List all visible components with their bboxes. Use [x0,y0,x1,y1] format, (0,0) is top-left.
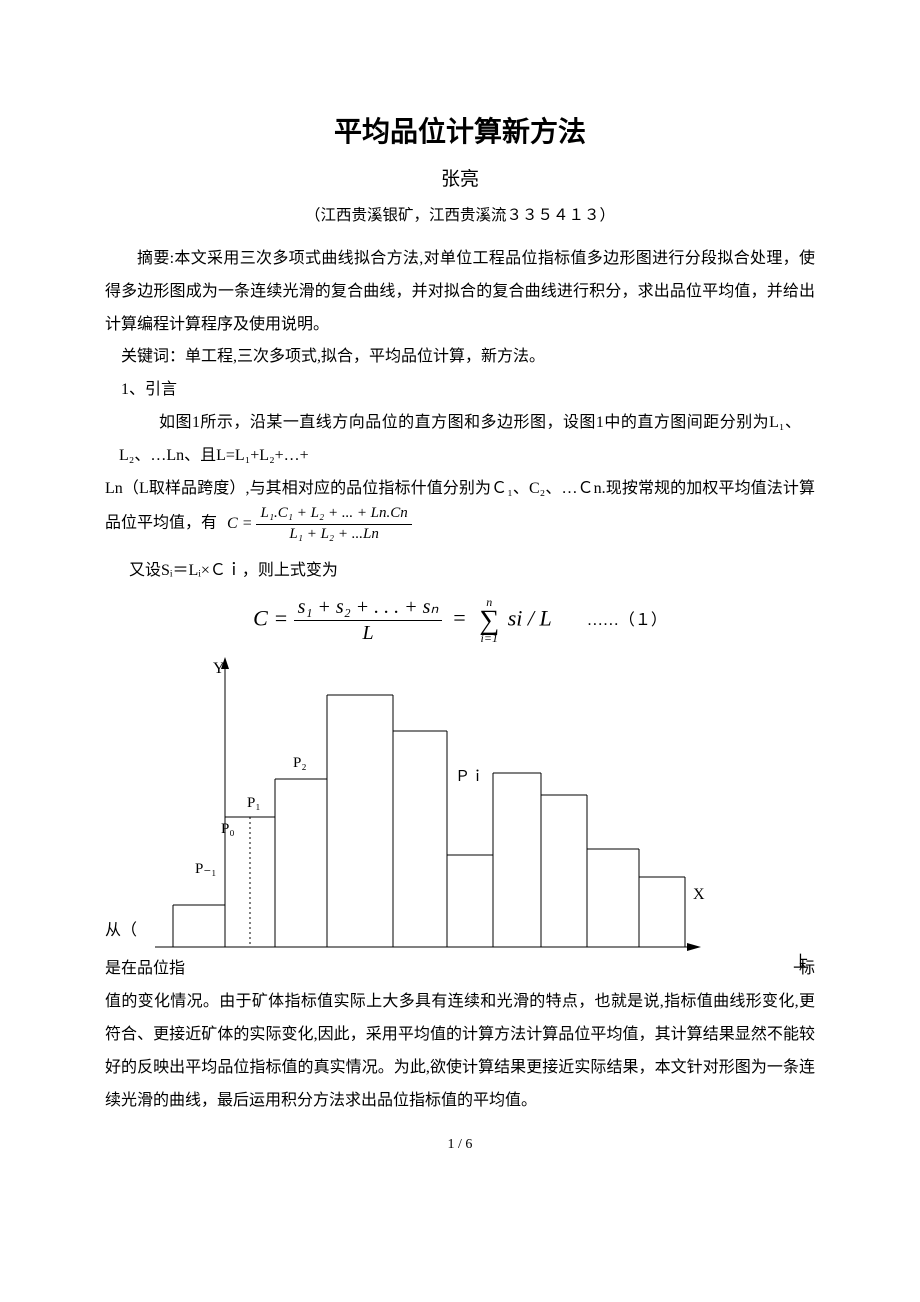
formula-1-den: L₁ + L₂ + ...Ln [256,525,411,543]
section-1-title: 1、引言 [105,374,815,407]
svg-text:Y: Y [213,660,225,677]
paragraph-1b: Ln（L取样品跨度）,与其相对应的品位指标什值分别为Ｃ₁、C₂、…Ｃn.现按常规… [105,473,815,543]
equation-number-1: ……（１） [587,612,667,629]
formula-2-lhs: C = [253,605,288,630]
formula-1-lhs: C = [227,515,252,532]
formula-1: C = L₁.C₁ + L₂ + ... + Ln.Cn L₁ + L₂ + .… [227,515,412,532]
document-title: 平均品位计算新方法 [105,110,815,150]
author: 张亮 [105,164,815,191]
affiliation: （江西贵溪银矿，江西贵溪流３３５４１３） [105,203,815,225]
abstract: 摘要:本文采用三次多项式曲线拟合方法,对单位工程品位指标值多边形图进行分段拟合处… [105,243,815,341]
sum-lower: i=1 [479,633,499,644]
paragraph-3-rest: 值的变化情况。由于矿体指标值实际上大多具有连续和光滑的特点，也就是说,指标值曲线… [105,986,815,1117]
svg-text:X: X [693,886,705,903]
formula-2-den: L [294,621,443,645]
svg-text:P₁: P₁ [247,795,261,811]
para3-right-frag-3: 标 [799,960,815,977]
keywords: 关键词：单工程,三次多项式,拟合，平均品位计算，新方法。 [105,341,815,374]
svg-text:Ｐｉ: Ｐｉ [455,768,485,785]
para3-left-fragment: 从（ [105,922,137,939]
formula-2-rhs: si / L [508,605,552,630]
svg-text:P₀: P₀ [221,821,235,837]
histogram-chart: Y X P₂ Ｐｉ P₁ P₀ P₋₁ [145,651,705,971]
formula-1-num: L₁.C₁ + L₂ + ... + Ln.Cn [256,505,411,524]
formula-2: C = s₁ + s₂ + . . . + sₙ L = n ∑ i=1 si … [105,596,815,645]
page-footer: 1 / 6 [105,1137,815,1153]
paragraph-2: 又设Sᵢ＝Lᵢ×Ｃｉ，则上式变为 [105,555,815,588]
paragraph-1a: 如图1所示，沿某一直线方向品位的直方图和多边形图，设图1中的直方图间距分别为L₁… [105,407,815,473]
formula-2-num: s₁ + s₂ + . . . + sₙ [294,596,443,621]
svg-text:P₋₁: P₋₁ [195,861,217,877]
paragraph-1b-text: Ln（L取样品跨度）,与其相对应的品位指标什值分别为Ｃ₁、C₂、…Ｃn.现按常规… [105,480,815,532]
figure-1-region: 从（ YXP₂ＰｉP₁P₀P₋₁ 上 是在品位指 标 [105,651,815,987]
summation-icon: n ∑ i=1 [479,597,499,644]
svg-text:P₂: P₂ [293,755,307,771]
